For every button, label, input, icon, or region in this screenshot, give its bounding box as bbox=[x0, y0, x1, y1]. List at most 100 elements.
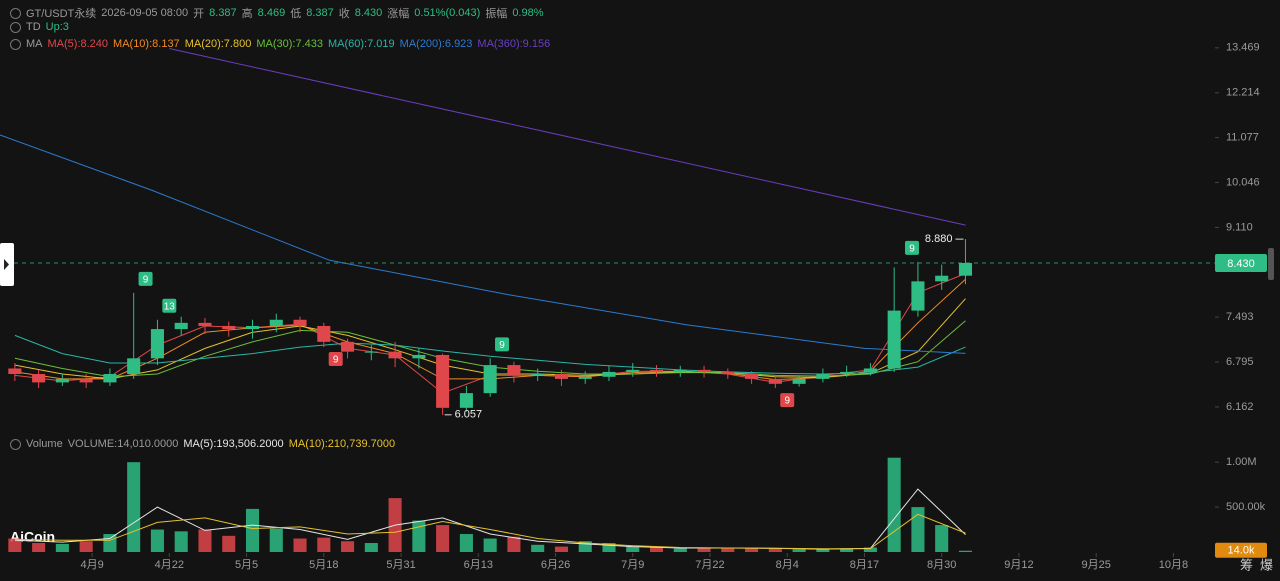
candle-body bbox=[792, 378, 806, 384]
volume-bar bbox=[198, 529, 212, 552]
volume-bar bbox=[578, 541, 592, 552]
volume-label: Volume bbox=[26, 438, 63, 450]
volume-bar bbox=[32, 543, 46, 552]
candle-body bbox=[887, 310, 901, 369]
td-count: 9 bbox=[499, 340, 505, 351]
volume-bar bbox=[150, 529, 164, 552]
volume-ma-line bbox=[14, 513, 966, 550]
candle-body bbox=[55, 378, 69, 383]
td-box bbox=[495, 337, 510, 352]
y-tick-label: 6.795 bbox=[1226, 356, 1254, 368]
candle-body bbox=[436, 354, 450, 408]
candle-body bbox=[150, 329, 164, 359]
icon bbox=[10, 21, 21, 33]
candle-body bbox=[745, 373, 759, 379]
volume-bar bbox=[649, 547, 664, 552]
right-tab[interactable] bbox=[1268, 248, 1274, 280]
candle-body bbox=[768, 378, 782, 384]
volume-bar bbox=[127, 462, 141, 552]
volume-bar bbox=[768, 548, 782, 552]
candle-body bbox=[840, 371, 854, 374]
volume-bar bbox=[816, 549, 830, 552]
volume-bar bbox=[245, 508, 260, 552]
volume-bar bbox=[745, 548, 759, 552]
x-tick-label: 6月26 bbox=[541, 559, 570, 571]
field-value: 8.387 bbox=[306, 7, 334, 19]
min-label: 6.057 bbox=[455, 409, 483, 421]
volume-bar bbox=[935, 525, 949, 552]
candle-body bbox=[697, 369, 711, 372]
volume-bar bbox=[8, 538, 22, 552]
ma-line bbox=[0, 134, 966, 354]
header-row: GT/USDT永续 2026-09-05 08:00 开 8.387 高 8.469 低 8.… bbox=[10, 5, 544, 21]
x-tick-label: 5月18 bbox=[309, 559, 338, 571]
candle-body bbox=[459, 393, 473, 408]
candle-body bbox=[341, 341, 355, 352]
td-value: Up:3 bbox=[45, 21, 69, 33]
field-label: 开 bbox=[193, 8, 205, 20]
td-box bbox=[138, 271, 153, 286]
candle-body bbox=[863, 368, 877, 372]
volume-bar bbox=[341, 541, 355, 552]
td-count: 9 bbox=[784, 396, 790, 407]
current-volume-label: 14.0k bbox=[1228, 545, 1255, 557]
symbol: GT/USDT永续 bbox=[26, 8, 97, 20]
y-tick-label: 13.469 bbox=[1226, 42, 1260, 54]
volume-bar bbox=[887, 457, 901, 552]
x-tick-label: 7月9 bbox=[621, 559, 644, 571]
td-count: 9 bbox=[143, 274, 149, 285]
icon bbox=[10, 7, 21, 19]
candle-body bbox=[673, 369, 687, 372]
candle-body bbox=[222, 325, 236, 330]
current-volume-box bbox=[1215, 542, 1267, 558]
candle-body bbox=[269, 319, 283, 326]
candle-body bbox=[649, 369, 664, 372]
ma-label: MA bbox=[26, 38, 43, 50]
volume-bar bbox=[222, 535, 236, 552]
legend-entry: MA(60):7.019 bbox=[328, 38, 395, 50]
volume-bar bbox=[721, 547, 735, 552]
candle-body bbox=[364, 351, 378, 353]
y-tick-label: 1.00M bbox=[1226, 456, 1257, 468]
x-tick-label: 5月31 bbox=[386, 559, 415, 571]
x-tick-label: 8月17 bbox=[850, 559, 879, 571]
candle-body bbox=[958, 263, 972, 276]
volume-bar bbox=[269, 528, 283, 552]
y-tick-label: 7.493 bbox=[1226, 311, 1254, 323]
volume-bar bbox=[697, 548, 711, 552]
volume-bar bbox=[507, 536, 521, 552]
y-tick-label: 6.162 bbox=[1226, 401, 1254, 413]
button[interactable]: 筹 bbox=[1240, 557, 1253, 572]
td-count: 9 bbox=[333, 355, 339, 366]
candle-body bbox=[32, 373, 46, 383]
volume-bar bbox=[531, 544, 545, 552]
x-tick-label: 9月25 bbox=[1081, 559, 1110, 571]
volume-bar bbox=[79, 541, 93, 552]
volume-bar bbox=[412, 520, 426, 552]
candle-body bbox=[79, 378, 93, 383]
time: 2026-09-05 08:00 bbox=[101, 7, 189, 19]
y-tick-label: 10.046 bbox=[1226, 176, 1260, 188]
volume-value: VOLUME:14,010.0000 bbox=[67, 438, 179, 450]
candle-body bbox=[626, 369, 640, 372]
candle-body bbox=[388, 351, 402, 359]
field-label: 收 bbox=[338, 8, 350, 20]
legend-entry: MA(20):7.800 bbox=[184, 38, 252, 50]
candle-body bbox=[245, 325, 260, 330]
candle-body bbox=[578, 376, 592, 379]
volume-bar bbox=[364, 543, 378, 552]
volume-bar bbox=[626, 546, 640, 552]
volume-bar bbox=[317, 537, 331, 552]
volume-row: Volume VOLUME:14,010.0000 MA(5):193,506.20… bbox=[10, 438, 395, 450]
candle-body bbox=[507, 365, 521, 376]
field-label: 涨幅 bbox=[387, 8, 410, 20]
candle-body bbox=[721, 371, 735, 374]
x-tick-label: 8月30 bbox=[927, 559, 956, 571]
button[interactable]: 爆 bbox=[1260, 557, 1273, 572]
legend-entry: MA(5):8.240 bbox=[47, 38, 109, 50]
y-tick-label: 500.00k bbox=[1226, 501, 1266, 513]
legend-entry: MA(10):8.137 bbox=[113, 38, 180, 50]
volume-bar bbox=[459, 534, 473, 552]
field-label: 高 bbox=[241, 8, 253, 20]
